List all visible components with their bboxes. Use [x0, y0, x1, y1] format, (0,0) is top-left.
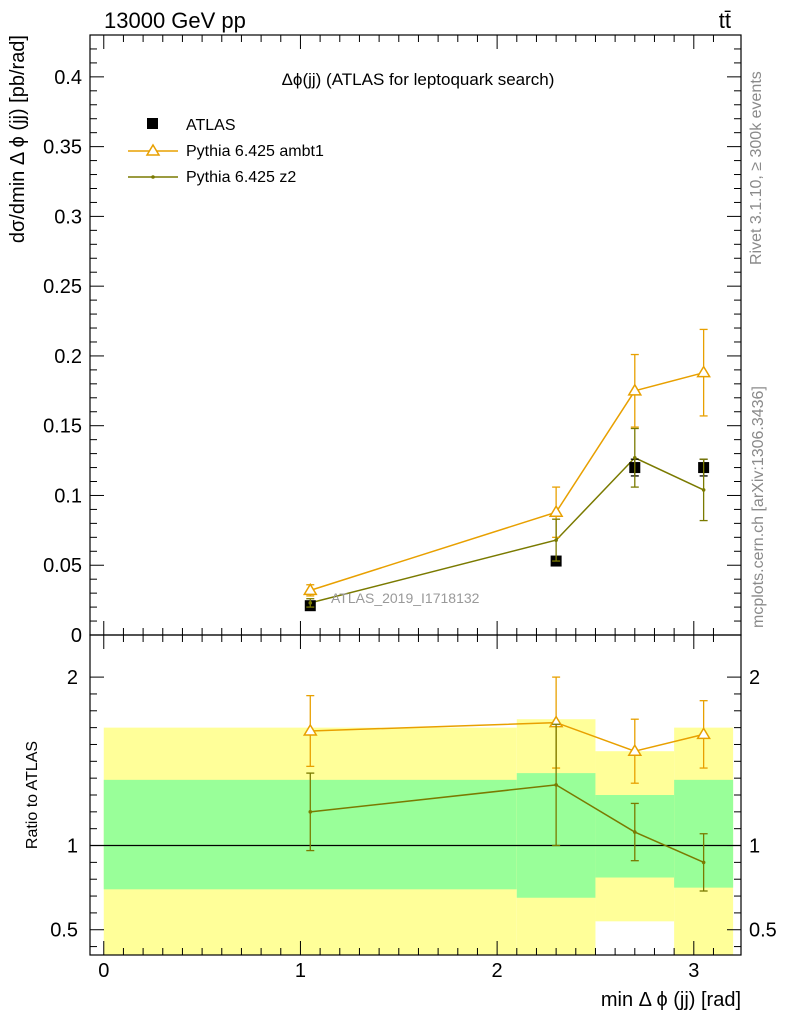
ratio-point-z2 — [632, 830, 637, 834]
header-process-label: tt̄ — [719, 8, 731, 33]
main-y-tick-label: 0.15 — [43, 416, 82, 438]
ratio-y-axis-label: Ratio to ATLAS — [24, 741, 41, 849]
main-y-tick-label: 0.1 — [54, 485, 82, 507]
ratio-y-tick-label-right: 1 — [749, 836, 760, 858]
ratio-y-tick-label-right: 2 — [749, 667, 760, 689]
watermark-analysis-id: ATLAS_2019_I1718132 — [331, 590, 480, 606]
main-y-tick-label: 0.25 — [43, 276, 82, 298]
x-tick-label: 2 — [492, 960, 503, 982]
ratio-series-line — [310, 784, 704, 864]
ratio-point-ambt1 — [302, 723, 318, 736]
legend-marker-atlas — [147, 118, 158, 129]
data-point-z2 — [554, 538, 558, 542]
main-y-tick-label: 0.4 — [54, 67, 82, 89]
data-point-z2 — [632, 455, 637, 460]
legend-label-atlas: ATLAS — [186, 117, 236, 134]
ratio-point-ambt1 — [696, 726, 711, 740]
side-label-events: Rivet 3.1.10, ≥ 300k events — [748, 71, 765, 265]
main-y-axis-label: dσ/dmin Δ ϕ (jj) [pb/rad] — [7, 35, 29, 243]
main-y-tick-label: 0.05 — [43, 555, 82, 577]
data-point-z2 — [701, 488, 706, 492]
x-tick-label: 1 — [295, 960, 306, 982]
main-series-line — [310, 371, 704, 592]
data-point-ambt1 — [302, 582, 318, 596]
side-label-source: mcplots.cern.ch [arXiv:1306.3436] — [750, 386, 767, 628]
ratio-point-z2 — [308, 810, 313, 814]
ratio-series-line — [310, 721, 704, 752]
legend-label-ambt1: Pythia 6.425 ambt1 — [186, 143, 324, 160]
ratio-y-tick-label-right: 0.5 — [749, 920, 777, 942]
ratio-y-tick-label: 0.5 — [50, 920, 78, 942]
main-y-tick-label: 0.35 — [43, 137, 82, 159]
ratio-panel: 0.5 0.5 1 1 2 2 0 1 2 3 Ratio to ATLAS min Δ ϕ (j… — [24, 634, 777, 1011]
legend-marker-z2 — [151, 175, 155, 179]
ratio-y-tick-label: 2 — [67, 667, 78, 689]
ratio-point-z2 — [554, 783, 558, 787]
ratio-y-tick-label: 1 — [67, 836, 78, 858]
legend: ATLAS Pythia 6.425 ambt1 Pythia 6.425 z2 — [128, 117, 324, 186]
data-point-ambt1 — [696, 365, 711, 378]
x-axis-label: min Δ ϕ (jj) [rad] — [601, 989, 741, 1011]
legend-label-z2: Pythia 6.425 z2 — [186, 169, 296, 186]
main-y-tick-label: 0.3 — [54, 206, 82, 228]
data-point-ambt1 — [627, 383, 643, 396]
main-panel: 0 0.05 0.1 0.15 0.2 0.25 0.3 0.35 0.4 Δϕ(jj) (AT… — [7, 34, 742, 647]
ratio-point-ambt1 — [627, 743, 643, 756]
ratio-point-z2 — [701, 860, 706, 865]
legend-marker-ambt1 — [145, 143, 161, 156]
main-y-tick-label: 0 — [71, 625, 82, 647]
header-energy-label: 13000 GeV pp — [104, 8, 246, 33]
x-tick-label: 0 — [98, 960, 109, 982]
main-title: Δϕ(jj) (ATLAS for leptoquark search) — [282, 70, 555, 89]
main-series-line — [310, 456, 704, 604]
main-y-tick-label: 0.2 — [54, 346, 82, 368]
data-point-z2 — [308, 601, 313, 605]
x-tick-label: 3 — [688, 960, 699, 982]
data-point-ambt1 — [548, 504, 564, 517]
